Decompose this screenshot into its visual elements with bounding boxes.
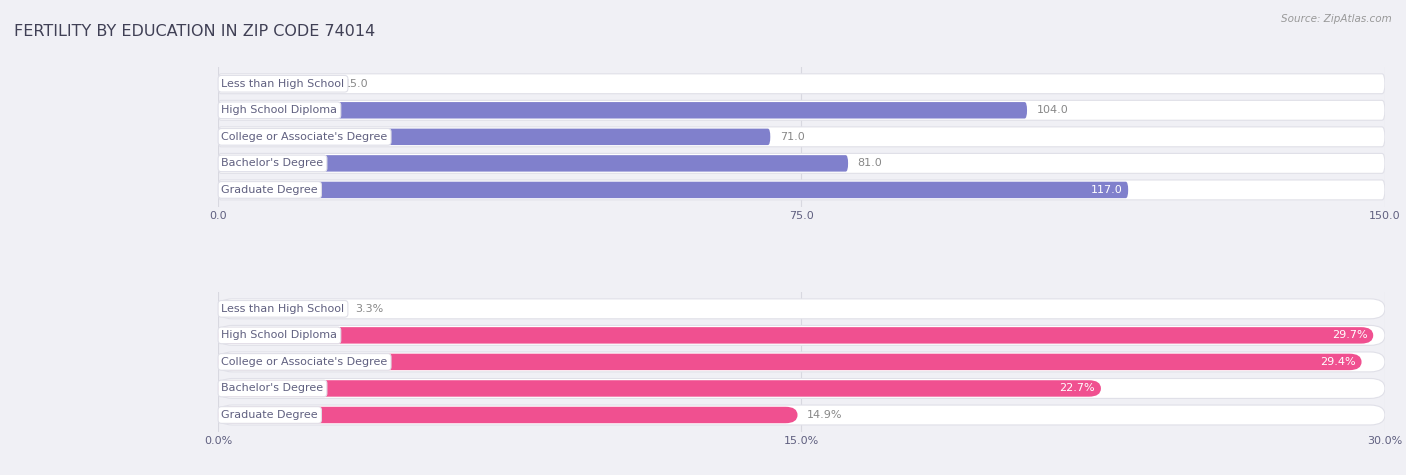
Text: College or Associate's Degree: College or Associate's Degree: [221, 132, 388, 142]
FancyBboxPatch shape: [218, 153, 1385, 173]
FancyBboxPatch shape: [218, 102, 1026, 119]
Text: High School Diploma: High School Diploma: [221, 105, 337, 115]
FancyBboxPatch shape: [218, 74, 1385, 94]
Text: Less than High School: Less than High School: [221, 79, 344, 89]
FancyBboxPatch shape: [218, 182, 1128, 198]
Text: Graduate Degree: Graduate Degree: [221, 410, 318, 420]
Text: High School Diploma: High School Diploma: [221, 331, 337, 341]
Text: College or Associate's Degree: College or Associate's Degree: [221, 357, 388, 367]
FancyBboxPatch shape: [218, 327, 1374, 343]
Text: Bachelor's Degree: Bachelor's Degree: [221, 383, 323, 393]
Text: 81.0: 81.0: [858, 158, 882, 168]
FancyBboxPatch shape: [218, 127, 1385, 147]
Text: 22.7%: 22.7%: [1060, 383, 1095, 393]
FancyBboxPatch shape: [218, 354, 1361, 370]
FancyBboxPatch shape: [218, 299, 1385, 319]
FancyBboxPatch shape: [218, 379, 1385, 399]
FancyBboxPatch shape: [218, 129, 770, 145]
Text: Graduate Degree: Graduate Degree: [221, 185, 318, 195]
Text: 104.0: 104.0: [1036, 105, 1069, 115]
FancyBboxPatch shape: [218, 407, 797, 423]
Text: 15.0: 15.0: [344, 79, 368, 89]
FancyBboxPatch shape: [218, 352, 1385, 372]
Text: FERTILITY BY EDUCATION IN ZIP CODE 74014: FERTILITY BY EDUCATION IN ZIP CODE 74014: [14, 24, 375, 39]
Text: 71.0: 71.0: [780, 132, 804, 142]
FancyBboxPatch shape: [218, 180, 1385, 200]
Text: 117.0: 117.0: [1091, 185, 1122, 195]
Text: 29.4%: 29.4%: [1320, 357, 1355, 367]
FancyBboxPatch shape: [218, 325, 1385, 345]
Text: 14.9%: 14.9%: [807, 410, 842, 420]
Text: Bachelor's Degree: Bachelor's Degree: [221, 158, 323, 168]
FancyBboxPatch shape: [218, 301, 346, 317]
Text: 29.7%: 29.7%: [1331, 331, 1368, 341]
Text: Less than High School: Less than High School: [221, 304, 344, 314]
FancyBboxPatch shape: [218, 155, 848, 171]
FancyBboxPatch shape: [218, 405, 1385, 425]
Text: Source: ZipAtlas.com: Source: ZipAtlas.com: [1281, 14, 1392, 24]
FancyBboxPatch shape: [218, 380, 1101, 397]
Text: 3.3%: 3.3%: [356, 304, 384, 314]
FancyBboxPatch shape: [218, 100, 1385, 120]
FancyBboxPatch shape: [218, 76, 335, 92]
